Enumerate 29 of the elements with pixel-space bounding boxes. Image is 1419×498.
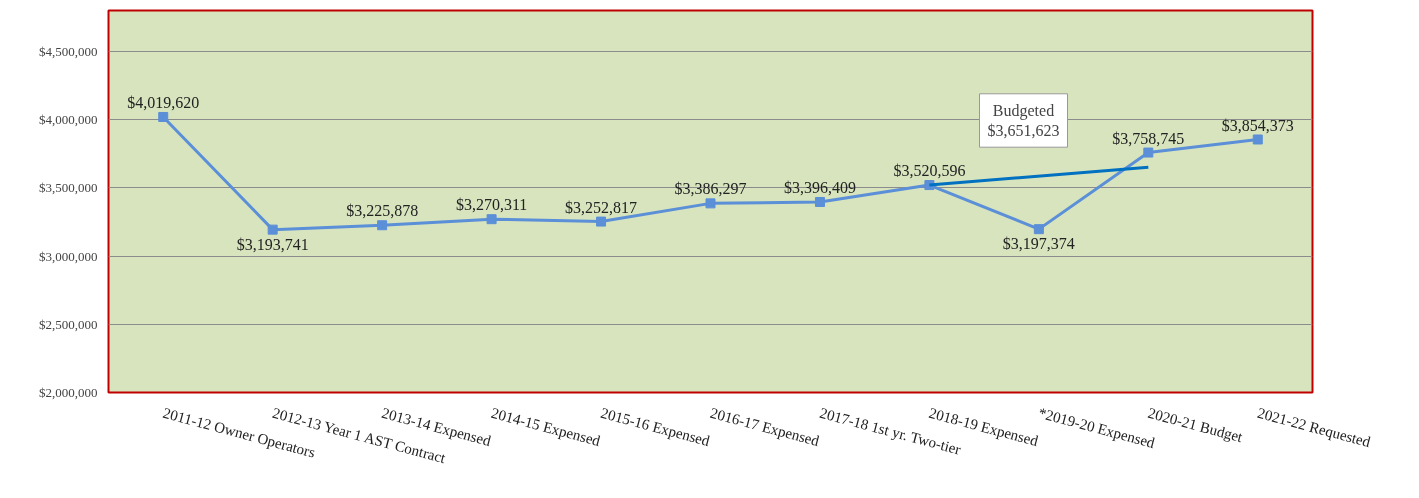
data-label: $3,386,297: [674, 180, 747, 198]
point: [596, 216, 607, 227]
data-label: $3,520,596: [893, 162, 966, 180]
y-tick-label: $4,500,000: [39, 43, 98, 59]
y-tick-label: $4,000,000: [39, 112, 98, 128]
point: [1143, 147, 1154, 158]
point: [267, 224, 278, 235]
y-tick-label: $3,000,000: [39, 248, 98, 264]
data-label: $3,758,745: [1112, 129, 1185, 147]
data-label: $3,396,409: [783, 178, 856, 196]
point: [1033, 224, 1044, 235]
data-label: $3,225,878: [346, 202, 419, 220]
data-label: $3,854,373: [1221, 116, 1294, 134]
annotation: Budgeted $3,651,623: [987, 101, 1060, 140]
point: [814, 196, 825, 207]
data-label: $3,197,374: [1002, 235, 1075, 253]
data-label: $3,193,741: [236, 235, 309, 253]
point: [377, 220, 388, 231]
point: [1252, 134, 1263, 145]
data-label: $3,252,817: [565, 198, 638, 216]
point: [158, 111, 169, 122]
data-label: $4,019,620: [127, 93, 200, 111]
x-tick-label: 2021-22 Requested: [1255, 404, 1373, 451]
y-tick-label: $2,000,000: [39, 385, 98, 400]
y-tick-label: $2,500,000: [39, 316, 98, 332]
point: [486, 214, 497, 225]
point: [705, 198, 716, 209]
y-tick-label: $3,500,000: [39, 180, 98, 196]
data-label: $3,270,311: [455, 196, 528, 214]
